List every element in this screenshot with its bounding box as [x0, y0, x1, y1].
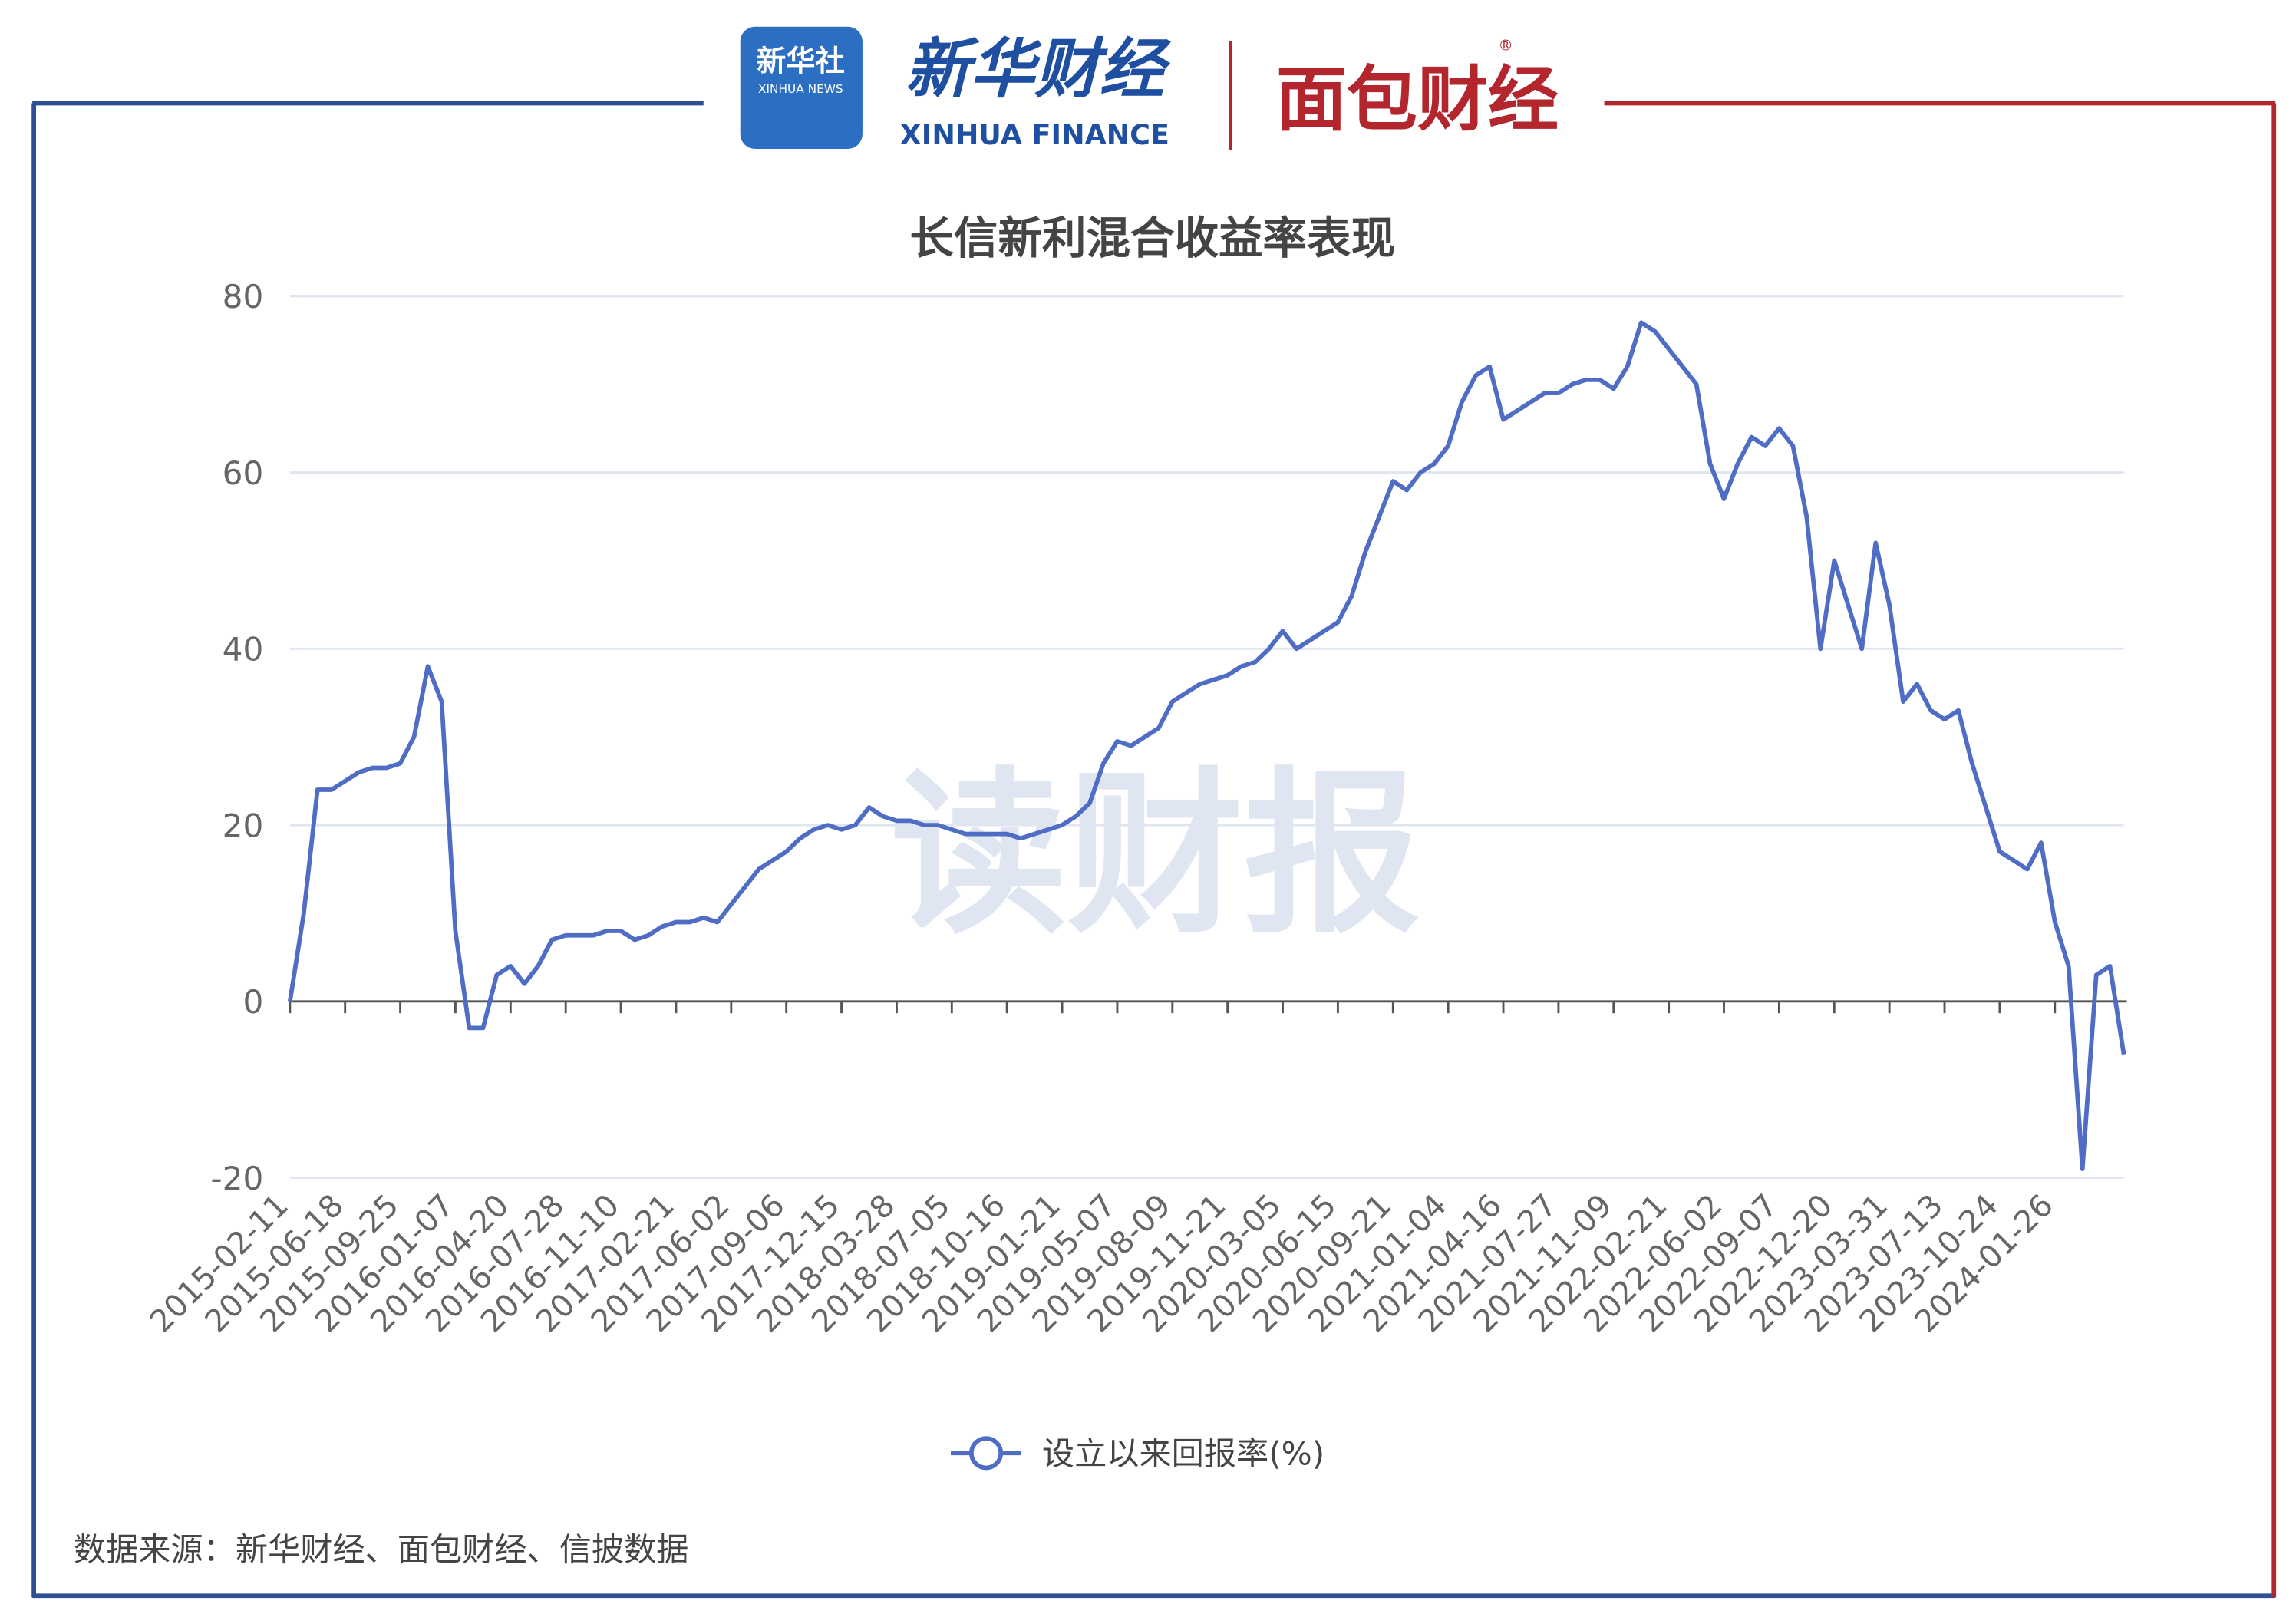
y-tick-label: 20: [223, 807, 264, 844]
xinhua-finance-sub: XINHUA FINANCE: [900, 118, 1169, 151]
y-tick-label: 0: [242, 983, 263, 1021]
xinhua-logo-box: [740, 26, 863, 149]
y-tick-label: 40: [223, 631, 264, 668]
y-tick-label: 60: [223, 454, 264, 492]
registered-mark: ®: [1498, 36, 1513, 54]
y-tick-label: -20: [210, 1160, 263, 1197]
mianbao-logo: 面包财经: [1276, 58, 1559, 140]
y-tick-label: 80: [223, 278, 264, 315]
xinhua-logo: 新华社: [757, 44, 845, 78]
chart-title: 长信新利混合收益率表现: [909, 213, 1395, 264]
xinhua-finance-logo: 新华财经: [906, 31, 1172, 107]
line: [287, 320, 2126, 1171]
source-note: 数据来源：新华财经、面包财经、信披数据: [74, 1530, 689, 1568]
legend-label: 设立以来回报率(%): [1042, 1435, 1324, 1473]
xinhua-logo-sub: XINHUA NEWS: [758, 82, 843, 96]
legend-marker: [968, 1436, 1004, 1471]
watermark: 读财报: [890, 752, 1420, 958]
